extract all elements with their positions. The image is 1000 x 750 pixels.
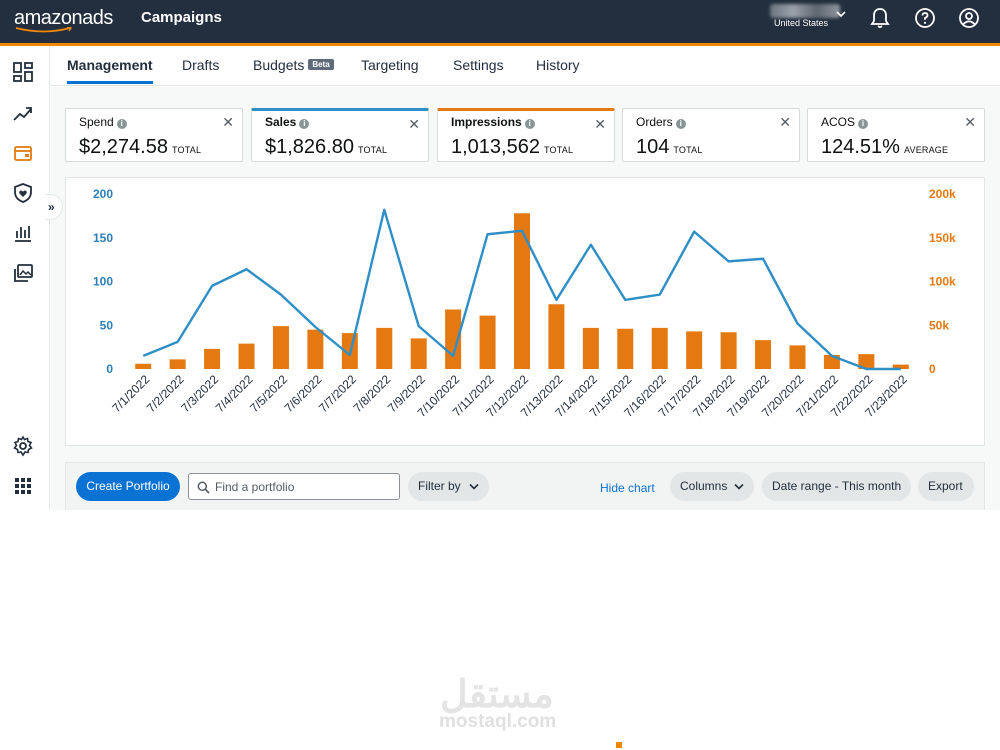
tab-management[interactable]: Management: [67, 57, 153, 73]
close-icon[interactable]: ✕: [779, 114, 791, 130]
dashboard-icon[interactable]: [12, 61, 34, 83]
amazon-ads-logo[interactable]: amazonads: [14, 7, 113, 29]
info-icon[interactable]: i: [675, 119, 686, 129]
chevron-down-icon: [836, 11, 846, 18]
user-icon[interactable]: [957, 6, 981, 30]
logo-smile-icon: [15, 27, 73, 33]
bell-icon[interactable]: [868, 6, 892, 30]
trend-icon[interactable]: [12, 103, 34, 125]
tab-drafts[interactable]: Drafts: [182, 57, 220, 73]
settings-icon[interactable]: [12, 435, 34, 457]
date-range-dropdown[interactable]: Date range - This month: [762, 472, 911, 501]
tab-budgets[interactable]: Budgets Beta: [253, 57, 334, 73]
tab-history[interactable]: History: [536, 57, 580, 73]
close-icon[interactable]: ✕: [594, 116, 606, 132]
tab-targeting[interactable]: Targeting: [361, 57, 419, 73]
metric-value: $2,274.58 TOTAL: [79, 136, 202, 158]
info-icon[interactable]: i: [116, 119, 127, 129]
create-portfolio-button[interactable]: Create Portfolio: [76, 472, 180, 501]
watermark-arabic: مستقل: [440, 674, 555, 716]
account-selector[interactable]: United States: [766, 4, 848, 30]
apps-grid-icon[interactable]: [12, 475, 34, 497]
info-icon[interactable]: i: [858, 119, 869, 129]
active-tab-indicator: [67, 81, 153, 84]
tab-settings[interactable]: Settings: [453, 57, 504, 73]
metric-label: Impressions i: [451, 115, 535, 129]
close-icon[interactable]: ✕: [408, 116, 420, 132]
metric-value: 1,013,562 TOTAL: [451, 136, 574, 158]
left-navigation-rail: [0, 46, 50, 510]
metric-label: Sales i: [265, 115, 310, 129]
filter-by-label: Filter by: [418, 479, 461, 493]
account-name-redacted: [770, 4, 840, 18]
main-tabs: Management Drafts Budgets Beta Targeting …: [51, 46, 1000, 86]
close-icon[interactable]: ✕: [964, 114, 976, 130]
metric-card-sales[interactable]: Sales i $1,826.80 TOTAL ✕: [251, 108, 429, 162]
metric-value: 104 TOTAL: [636, 136, 703, 158]
metric-card-orders[interactable]: Orders i 104 TOTAL ✕: [622, 108, 800, 162]
beta-badge: Beta: [308, 59, 334, 70]
metric-value: 124.51% AVERAGE: [821, 136, 949, 158]
wallet-icon[interactable]: [12, 142, 34, 164]
metric-label: Orders i: [636, 115, 686, 129]
metric-card-spend[interactable]: Spend i $2,274.58 TOTAL ✕: [65, 108, 243, 162]
page-title: Campaigns: [141, 9, 222, 26]
bar-chart-icon[interactable]: [12, 222, 34, 244]
chevron-down-icon: [469, 483, 479, 490]
metric-value: $1,826.80 TOTAL: [265, 136, 388, 158]
chevron-down-icon: [734, 483, 744, 490]
hide-chart-link[interactable]: Hide chart: [600, 481, 655, 495]
images-icon[interactable]: [12, 262, 34, 284]
search-input[interactable]: [215, 478, 395, 496]
chart-panel: [65, 177, 985, 446]
tab-budgets-label: Budgets: [253, 57, 305, 73]
search-icon: [197, 481, 210, 494]
metric-label: Spend i: [79, 115, 127, 129]
account-country: United States: [774, 18, 829, 28]
metric-card-impressions[interactable]: Impressions i 1,013,562 TOTAL ✕: [437, 108, 615, 162]
info-icon[interactable]: i: [524, 119, 535, 129]
export-button[interactable]: Export: [918, 472, 974, 501]
help-icon[interactable]: [913, 6, 937, 30]
close-icon[interactable]: ✕: [222, 114, 234, 130]
filter-by-dropdown[interactable]: Filter by: [408, 472, 489, 501]
watermark-dot: [616, 742, 622, 748]
metric-card-acos[interactable]: ACOS i 124.51% AVERAGE ✕: [807, 108, 985, 162]
info-icon[interactable]: i: [299, 119, 310, 129]
watermark-latin: mostaql.com: [439, 711, 557, 732]
shield-heart-icon[interactable]: [12, 182, 34, 204]
top-bar-accent: [0, 43, 1000, 46]
columns-dropdown[interactable]: Columns: [670, 472, 754, 501]
columns-label: Columns: [680, 479, 728, 493]
metric-label: ACOS i: [821, 115, 869, 129]
portfolio-search: [188, 473, 400, 500]
